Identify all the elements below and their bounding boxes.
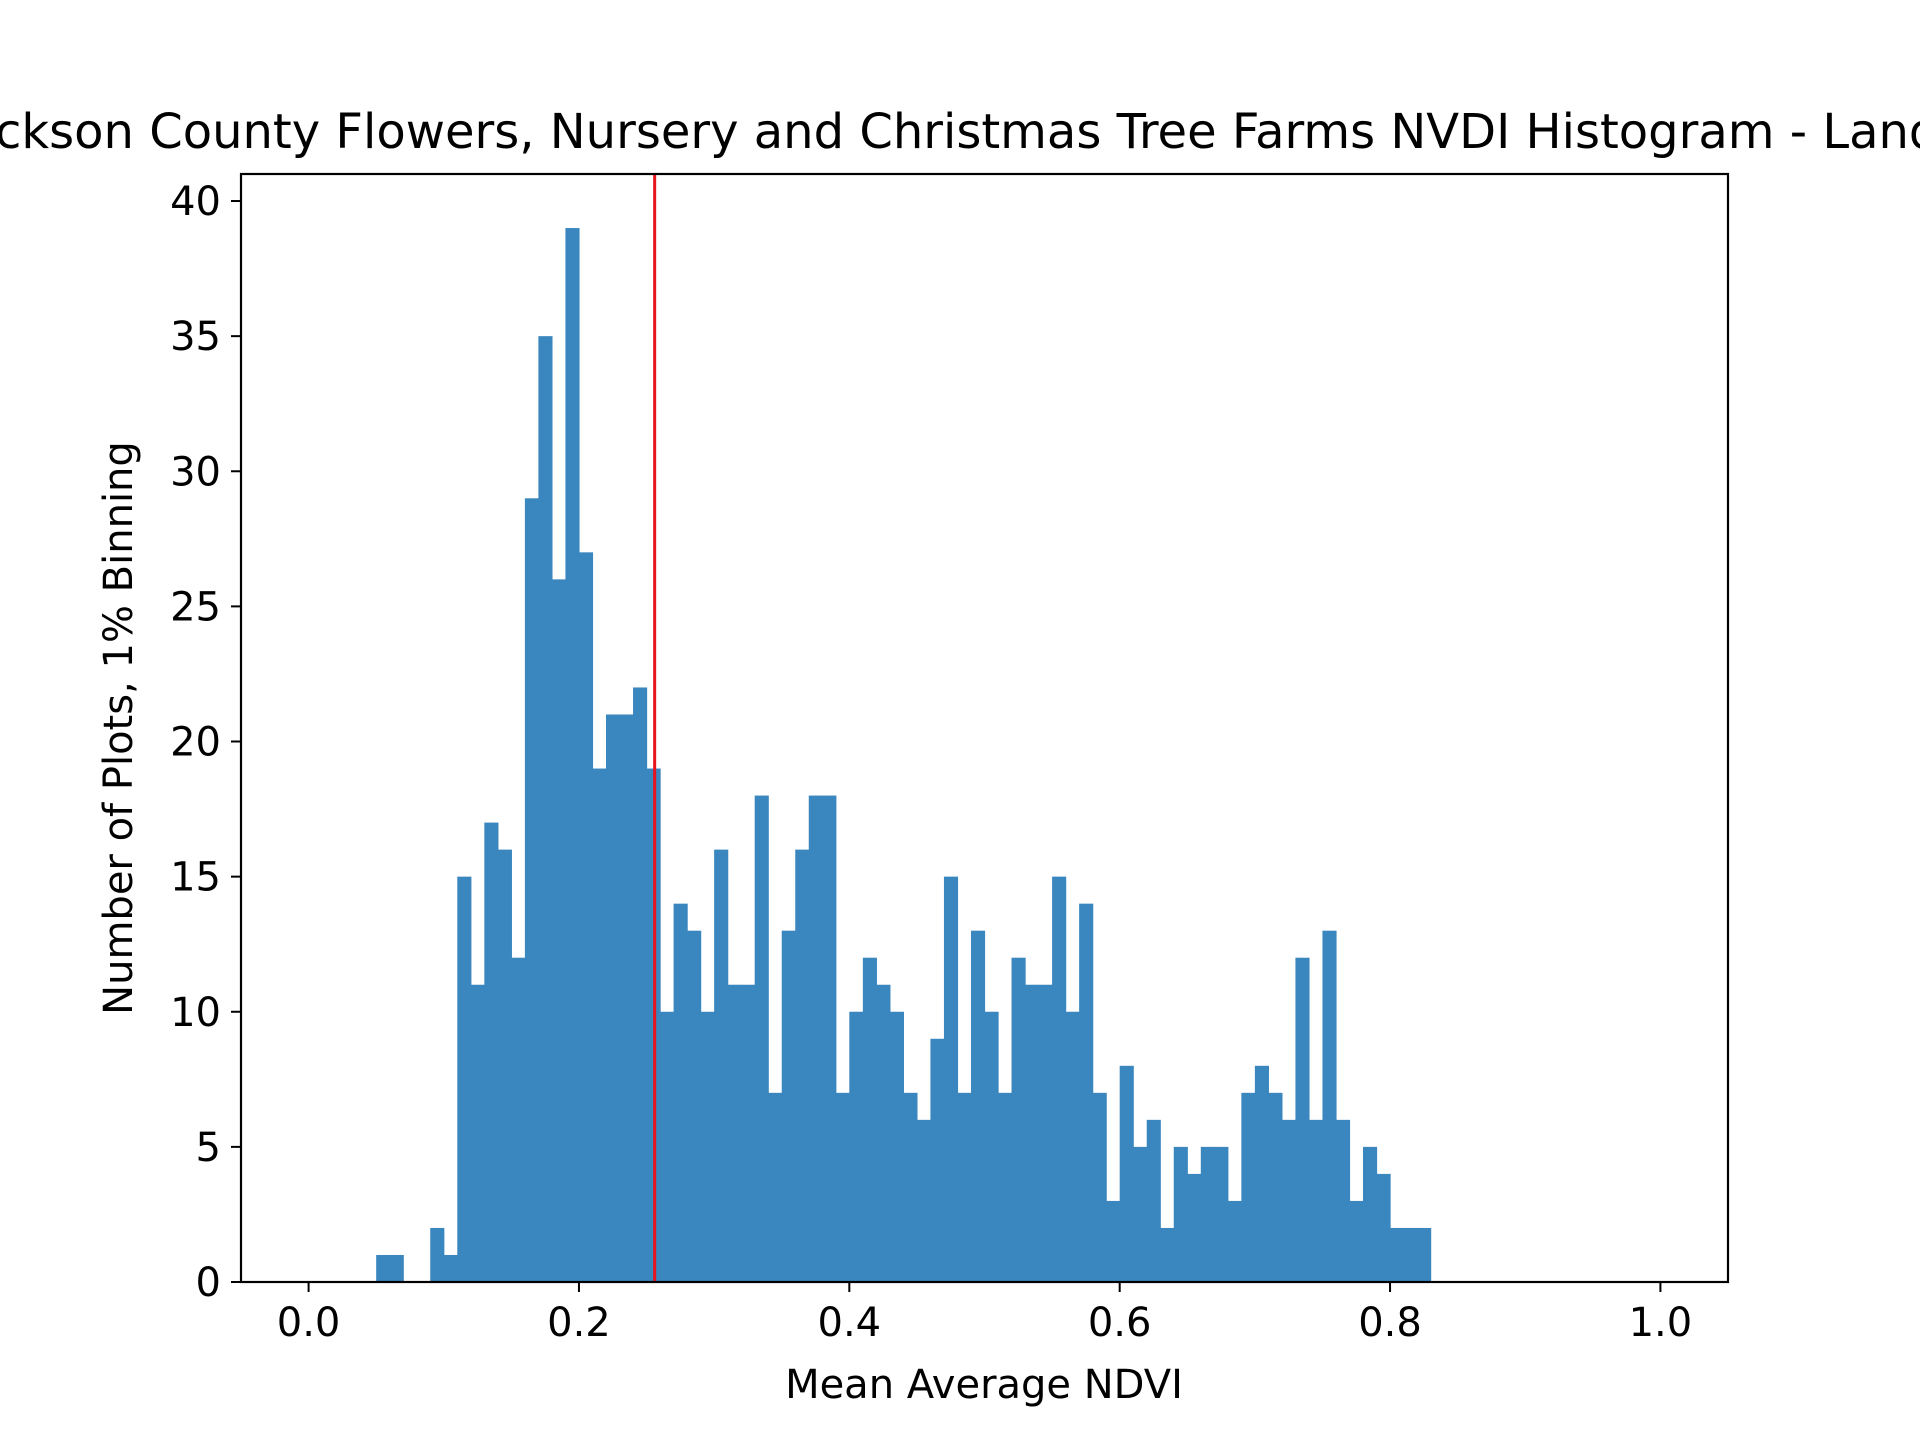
y-tick-label: 30	[170, 449, 221, 495]
histogram-bar	[457, 876, 472, 1282]
histogram-bar	[484, 822, 499, 1282]
histogram-bar	[849, 1011, 864, 1282]
y-tick-label: 40	[170, 179, 221, 225]
histogram-bar	[741, 984, 756, 1282]
histogram-bar	[1025, 984, 1040, 1282]
plot-frame	[239, 172, 1730, 1284]
histogram-bar	[551, 579, 567, 1282]
histogram-bar	[443, 1254, 458, 1282]
histogram-bar	[822, 795, 837, 1282]
histogram-bar	[470, 984, 485, 1282]
histogram-bar	[1322, 930, 1337, 1282]
histogram-bar	[687, 930, 702, 1282]
histogram-bar	[565, 228, 580, 1282]
histogram-bar	[1052, 876, 1067, 1282]
histogram-bar	[1227, 1200, 1242, 1282]
histogram-bar	[714, 849, 729, 1282]
histogram-bar	[1403, 1227, 1418, 1282]
histogram-bar	[768, 1092, 783, 1282]
histogram-bar	[1187, 1173, 1202, 1282]
histogram-bar	[511, 957, 526, 1282]
histogram-bar	[1308, 1119, 1324, 1282]
histogram-bar	[1092, 1092, 1107, 1282]
histogram-bar	[1146, 1119, 1161, 1282]
histogram-bar	[524, 498, 539, 1282]
histogram-bar	[795, 849, 810, 1282]
x-tick-label: 0.8	[1358, 1300, 1422, 1346]
histogram-bar	[605, 714, 621, 1282]
histogram-bar	[592, 768, 607, 1282]
y-axis-label: Number of Plots, 1% Binning	[96, 441, 142, 1015]
y-tick-label: 25	[170, 584, 221, 630]
histogram-bar	[957, 1092, 972, 1282]
x-tick-label: 0.2	[547, 1300, 611, 1346]
y-tick-label: 35	[170, 314, 221, 360]
histogram-bar	[1335, 1119, 1351, 1282]
histogram-bar	[754, 795, 769, 1282]
histogram-bar	[998, 1092, 1013, 1282]
histogram-bar	[1363, 1146, 1378, 1282]
histogram-bar	[1417, 1227, 1432, 1282]
x-tick-label: 0.6	[1088, 1300, 1152, 1346]
histogram-bar	[1241, 1092, 1256, 1282]
x-tick-label: 0.4	[818, 1300, 882, 1346]
histogram-bar	[673, 903, 688, 1282]
x-tick-label: 0.0	[277, 1300, 341, 1346]
histogram-bar	[1173, 1146, 1188, 1282]
histogram-bar	[1214, 1146, 1229, 1282]
histogram-bar	[984, 1011, 999, 1282]
histogram-bar	[619, 714, 634, 1282]
histogram-bar	[578, 552, 594, 1282]
x-tick-label: 1.0	[1629, 1300, 1693, 1346]
histogram-bar	[700, 1011, 715, 1282]
histogram-bar	[1268, 1092, 1283, 1282]
histogram-bar	[1119, 1065, 1134, 1282]
y-tick-label: 0	[196, 1260, 221, 1306]
histogram-bar	[889, 1011, 904, 1282]
histogram-bar	[1160, 1227, 1175, 1282]
histogram-bar	[1390, 1227, 1405, 1282]
y-tick-label: 20	[170, 720, 221, 766]
histogram-bar	[1281, 1119, 1297, 1282]
histogram-bars	[376, 228, 1432, 1282]
histogram-bar	[1349, 1200, 1364, 1282]
histogram-bar	[835, 1092, 850, 1282]
x-axis-ticks: 0.0 0.2 0.4 0.6 0.8 1.0	[277, 1282, 1692, 1346]
histogram-bar	[876, 984, 891, 1282]
x-axis-label: Mean Average NDVI	[785, 1362, 1183, 1408]
histogram-bar	[808, 795, 823, 1282]
histogram-bar	[903, 1092, 918, 1282]
histogram-bar	[727, 984, 742, 1282]
histogram-bar	[430, 1227, 445, 1282]
y-tick-label: 5	[196, 1125, 221, 1171]
y-tick-label: 10	[170, 990, 221, 1036]
histogram-bar	[916, 1119, 932, 1282]
histogram-bar	[376, 1254, 391, 1282]
histogram-bar	[1295, 957, 1310, 1282]
histogram-bar	[1079, 903, 1094, 1282]
histogram-bar	[1376, 1173, 1391, 1282]
histogram-bar	[660, 1011, 675, 1282]
y-axis-ticks: 0 5 10 15 20 25 30 35 40	[170, 179, 241, 1306]
histogram-bar	[1106, 1200, 1121, 1282]
histogram-bar	[389, 1254, 404, 1282]
histogram-bar	[538, 336, 553, 1282]
histogram-bar	[1011, 957, 1026, 1282]
histogram-bar	[943, 876, 959, 1282]
histogram-bar	[1254, 1065, 1269, 1282]
histogram-bar	[1038, 984, 1053, 1282]
histogram-bar	[930, 1038, 945, 1282]
chart-title: Jackson County Flowers, Nursery and Chri…	[0, 104, 1920, 160]
histogram-bar	[781, 930, 796, 1282]
histogram-bar	[1200, 1146, 1215, 1282]
histogram-bar	[970, 930, 986, 1282]
histogram-bar	[1065, 1011, 1080, 1282]
histogram-bar	[1133, 1146, 1148, 1282]
histogram-bar	[497, 849, 512, 1282]
y-tick-label: 15	[170, 855, 221, 901]
histogram-bar	[633, 687, 648, 1282]
histogram-bar	[862, 957, 877, 1282]
